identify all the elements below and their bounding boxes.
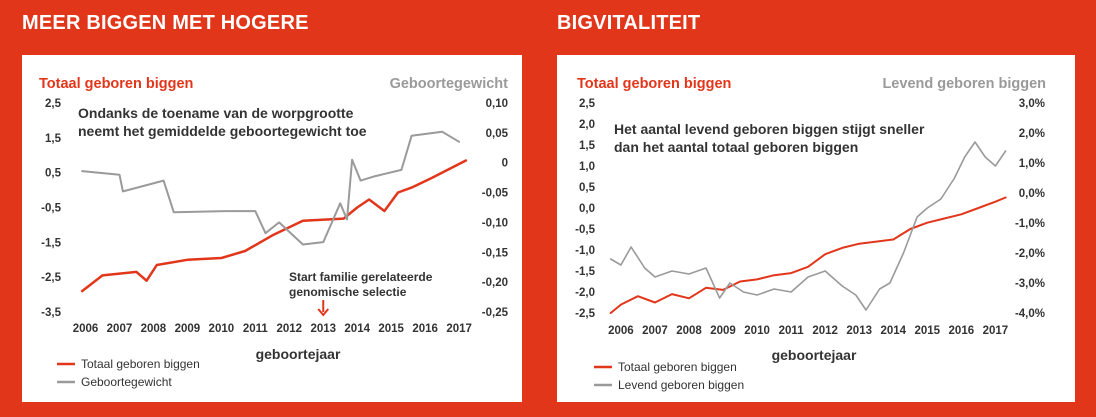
x-axis-title: geboortejaar [256,346,341,362]
right-y-tick-label: 3,0% [1019,98,1045,110]
x-tick-label: 2013 [846,325,872,337]
left-y-tick-label: 0,5 [45,168,62,180]
chart-subtitle-line: dan het aantal totaal geboren biggen [614,139,858,155]
left-y-tick-label: -1,0 [575,245,595,257]
left-y-tick-label: -1,5 [41,237,61,249]
left-chart: Totaal geboren biggen Geboortegewicht Onda… [39,76,509,389]
left-y-tick-label: 0,0 [579,203,595,215]
left-axis-title: Totaal geboren biggen [577,76,731,92]
x-tick-label: 2012 [276,323,302,335]
chart-subtitle-line: neemt het gemiddelde geboortegewicht toe [78,123,367,139]
right-y-tick-label: -0,20 [482,277,508,289]
right-y-tick-label: 1,0% [1019,158,1045,170]
left-y-tick-label: 2,0 [579,119,595,131]
legend-label: Levend geboren biggen [618,378,744,392]
x-tick-label: 2008 [141,323,167,335]
left-y-tick-label: -2,0 [575,287,595,299]
left-y-tick-label: -3,5 [41,307,61,319]
left-y-tick-label: -2,5 [575,308,595,320]
right-y-tick-label: 0 [502,158,508,170]
left-y-tick-label: 2,5 [579,98,596,110]
x-tick-label: 2011 [243,323,269,335]
series-line-red [609,196,1007,314]
x-tick-label: 2013 [310,323,336,335]
x-axis-title: geboortejaar [772,347,857,363]
x-tick-label: 2016 [949,325,975,337]
annotation-arrow-head [317,308,330,317]
right-y-tick-label: -2,0% [1015,248,1045,260]
x-tick-label: 2006 [608,325,634,337]
right-y-tick-label: -3,0% [1015,278,1045,290]
right-heading: BIGVITALITEIT [557,12,701,34]
chart-subtitle-line: Ondanks de toename van de worpgrootte [78,105,354,121]
right-y-tick-label: 0,05 [486,128,509,140]
left-y-tick-label: -2,5 [41,272,61,284]
x-tick-label: 2011 [779,325,805,337]
left-y-tick-label: 1,5 [45,133,62,145]
legend-label: Totaal geboren biggen [81,357,200,371]
x-tick-label: 2009 [175,323,201,335]
left-y-tick-label: 2,5 [45,98,62,110]
x-tick-label: 2007 [107,323,133,335]
right-y-tick-label: -1,0% [1015,218,1045,230]
x-tick-label: 2017 [446,323,472,335]
right-axis-title: Geboortegewicht [390,76,509,92]
series-line-red [80,159,468,293]
left-y-tick-label: 1,5 [579,140,596,152]
x-tick-label: 2014 [880,325,906,337]
right-chart: Totaal geboren biggen Levend geboren bigg… [575,76,1046,392]
right-y-tick-label: -0,25 [482,307,509,319]
annotation-text: genomische selectie [289,285,407,299]
x-tick-label: 2010 [209,323,235,335]
x-tick-label: 2015 [915,325,941,337]
left-chart-panel: Totaal geboren biggen Geboortegewicht Onda… [22,55,522,402]
x-tick-label: 2008 [676,325,702,337]
annotation-text: Start familie gerelateerde [289,270,433,284]
left-y-tick-label: 0,5 [579,182,596,194]
left-y-tick-label: -0,5 [41,203,61,215]
series-line-gray [81,130,461,246]
right-y-tick-label: -0,10 [482,217,508,229]
right-y-tick-label: 0,10 [486,98,508,110]
legend-label: Totaal geboren biggen [618,360,737,374]
right-chart-panel: Totaal geboren biggen Levend geboren bigg… [557,55,1075,402]
left-y-tick-label: -1,5 [575,266,595,278]
x-tick-label: 2007 [642,325,668,337]
left-y-tick-label: 1,0 [579,161,595,173]
right-y-tick-label: -0,05 [482,188,509,200]
right-y-tick-label: 2,0% [1019,128,1045,140]
left-y-tick-label: -0,5 [575,224,595,236]
right-y-tick-label: 0,0% [1019,188,1045,200]
x-tick-label: 2015 [378,323,404,335]
chart-subtitle-line: Het aantal levend geboren biggen stijgt … [614,121,925,137]
x-tick-label: 2010 [744,325,770,337]
legend-label: Geboortegewicht [81,375,172,389]
right-axis-title: Levend geboren biggen [882,76,1046,92]
x-tick-label: 2009 [710,325,736,337]
series-line-gray [609,141,1007,311]
right-y-tick-label: -4,0% [1015,308,1045,320]
x-tick-label: 2014 [344,323,370,335]
x-tick-label: 2016 [412,323,438,335]
x-tick-label: 2012 [812,325,838,337]
left-axis-title: Totaal geboren biggen [39,76,193,92]
x-tick-label: 2017 [983,325,1009,337]
left-heading: MEER BIGGEN MET HOGERE [22,12,309,34]
right-y-tick-label: -0,15 [482,247,509,259]
x-tick-label: 2006 [73,323,99,335]
